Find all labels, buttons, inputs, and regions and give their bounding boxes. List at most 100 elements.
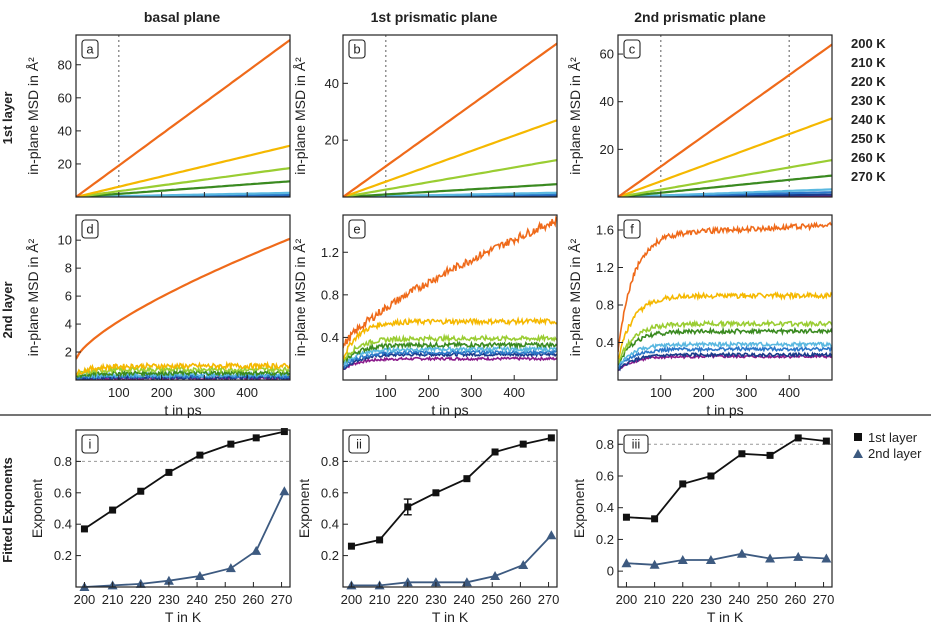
point-square-iii-4 (738, 450, 746, 458)
ytick-label-c: 40 (600, 94, 614, 109)
panel-b: 20 40 in-plane MSD in Å² b (292, 34, 558, 198)
series-line-c-230k (618, 188, 832, 197)
xtick-label-i: 250 (214, 592, 236, 607)
ytick-label-f: 1.2 (596, 260, 614, 275)
ylabel-i: Exponent (29, 479, 45, 538)
panel-e: 0.4 0.8 1.2 100 200 300 400 t in ps in-plane MSD… (292, 214, 558, 418)
xtick-label-i: 260 (243, 592, 265, 607)
point-triangle-iii-7 (821, 553, 832, 563)
fit-line-i-layer1 (83, 430, 285, 530)
point-triangle-ii-6 (518, 560, 529, 570)
ytick-label-i: 0.4 (54, 517, 72, 532)
series-line-e-240k (343, 340, 557, 364)
point-triangle-iii-5 (765, 553, 776, 563)
axes-frame-e (342, 214, 558, 381)
ytick-label-d: 6 (65, 289, 72, 304)
ytick-label-d: 4 (65, 317, 72, 332)
point-square-i-1 (109, 506, 117, 514)
series-line-d-260k (76, 360, 290, 377)
xtick-label-ii: 240 (453, 592, 475, 607)
ytick-label-d: 8 (65, 261, 72, 276)
xtick-label-iii: 270 (813, 592, 835, 607)
xtick-label-i: 210 (102, 592, 124, 607)
point-square-iii-0 (622, 513, 630, 521)
point-square-ii-1 (376, 536, 384, 544)
ytick-label-c: 60 (600, 47, 614, 62)
legend-240k: 240 K (851, 112, 886, 127)
series-line-e-270k (343, 215, 557, 349)
series-line-e-250k (343, 333, 557, 362)
ylabel-b: in-plane MSD in Å² (292, 57, 308, 175)
point-square-iii-7 (822, 437, 830, 445)
point-square-iii-6 (794, 434, 802, 442)
point-triangle-iii-2 (677, 555, 688, 565)
fit-legend: 1st layer 2nd layer (853, 430, 922, 461)
xtick-label-i: 270 (271, 592, 293, 607)
series-line-b-240k (343, 183, 557, 197)
xtick-label-ii: 230 (425, 592, 447, 607)
ytick-label-ii: 0.6 (321, 485, 339, 500)
ytick-label-a: 60 (58, 90, 72, 105)
axes-frame-iii (617, 429, 833, 588)
panel-label-box-ii (348, 434, 370, 454)
series-line-f-210k (618, 351, 832, 372)
legend-270k: 270 K (851, 169, 886, 184)
panel-iii: 0 0.2 0.4 0.6 0.8 200 210 220 230 240 250 260 270 T i… (571, 429, 835, 623)
panel-label-b: b (353, 42, 360, 57)
point-triangle-i-6 (251, 545, 262, 555)
series-line-f-270k (618, 221, 832, 352)
xtick-label-ii: 270 (538, 592, 560, 607)
panel-label-box-d (81, 219, 99, 239)
ytick-label-i: 0.8 (54, 454, 72, 469)
ytick-label-e: 0.4 (321, 330, 339, 345)
xtick-label-f: 100 (650, 385, 672, 400)
series-line-a-230k (76, 191, 290, 197)
point-triangle-i-5 (225, 563, 236, 573)
panel-d: 2 4 6 8 10 100 200 300 400 t in ps in-plane MSD in… (25, 214, 291, 418)
xtick-label-d: 100 (108, 385, 130, 400)
column-title-basal: basal plane (144, 9, 220, 25)
series-line-b-230k (343, 191, 557, 197)
panel-label-box-b (348, 39, 366, 59)
xlabel-d: t in ps (164, 402, 201, 418)
series-line-f-240k (618, 326, 832, 366)
fit-line-iii-layer1 (626, 436, 827, 520)
point-square-iii-3 (707, 472, 715, 480)
ylabel-ii: Exponent (296, 479, 312, 538)
column-title-1st-prismatic: 1st prismatic plane (371, 9, 498, 25)
point-square-iii-1 (651, 515, 659, 523)
xtick-label-ii: 260 (510, 592, 532, 607)
axes-frame-f (617, 214, 833, 381)
ytick-label-f: 1.6 (596, 223, 614, 238)
series-line-d-270k (76, 237, 290, 360)
row-label-1st-layer: 1st layer (0, 92, 15, 145)
ytick-label-d: 2 (65, 345, 72, 360)
point-triangle-ii-3 (430, 577, 441, 587)
xtick-label-ii: 200 (341, 592, 363, 607)
series-group-c (618, 43, 832, 197)
xtick-label-d: 400 (236, 385, 258, 400)
point-triangle-iii-0 (621, 558, 632, 568)
point-triangle-i-3 (163, 575, 174, 585)
panel-label-box-a (81, 39, 99, 59)
legend-triangle-marker (853, 449, 863, 458)
point-square-i-3 (165, 468, 173, 476)
series-line-f-250k (618, 319, 832, 364)
point-triangle-iii-1 (649, 559, 660, 569)
axes-frame-a (75, 34, 291, 198)
fit-line-iii-layer2 (626, 552, 827, 566)
xtick-label-ii: 250 (481, 592, 503, 607)
legend-230k: 230 K (851, 93, 886, 108)
xtick-label-i: 220 (130, 592, 152, 607)
ytick-label-f: 0.8 (596, 298, 614, 313)
legend-1st-layer: 1st layer (868, 430, 918, 445)
ytick-label-b: 20 (325, 133, 339, 148)
xtick-label-e: 200 (418, 385, 440, 400)
series-line-b-250k (343, 159, 557, 197)
panel-label-box-i (81, 434, 99, 454)
point-square-i-2 (137, 487, 145, 495)
ytick-label-a: 20 (58, 156, 72, 171)
series-line-d-250k (76, 364, 290, 378)
legend-250k: 250 K (851, 131, 886, 146)
xtick-label-e: 400 (503, 385, 525, 400)
